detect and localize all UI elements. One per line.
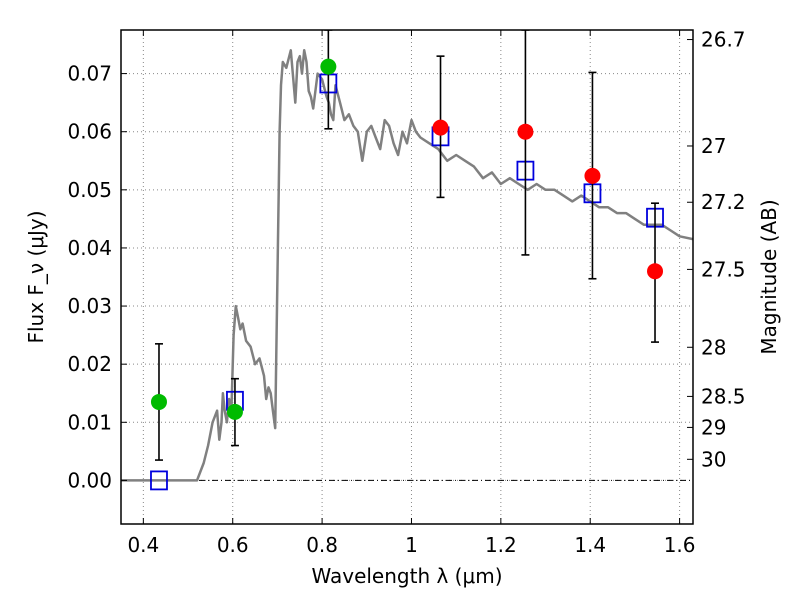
y-tick-label: 0.00 [67, 468, 112, 492]
observed-point [432, 119, 449, 136]
observed-point [226, 403, 243, 420]
grid [121, 30, 693, 524]
y-tick-label: 0.02 [67, 352, 112, 376]
y2-tick-label: 26.7 [701, 28, 746, 52]
y-tick-label: 0.03 [67, 294, 112, 318]
x-tick-label: 0.6 [217, 533, 249, 557]
model-spectrum-line [121, 49, 693, 482]
y2-tick-label: 27 [701, 134, 726, 158]
plot-area [121, 30, 693, 491]
x-tick-label: 1 [405, 533, 418, 557]
observed-point [320, 58, 337, 75]
axis-ticks: 0.4 0.6 0.8 1 1.2 1.4 1.6 0.00 0.01 0.02 0.03 0.04 0… [67, 28, 745, 557]
model-photometry-square [150, 470, 168, 491]
observed-point [584, 167, 601, 184]
y2-axis-title: Magnitude (AB) [757, 199, 781, 354]
observed-point [517, 123, 534, 140]
y2-tick-label: 27.2 [701, 190, 746, 214]
x-tick-label: 1.6 [664, 533, 696, 557]
x-tick-label: 0.8 [306, 533, 338, 557]
y2-tick-label: 28 [701, 335, 726, 359]
plot-background [121, 30, 693, 524]
y-tick-label: 0.07 [67, 62, 112, 86]
y-tick-label: 0.05 [67, 178, 112, 202]
y-tick-label: 0.04 [67, 236, 112, 260]
observed-point [150, 393, 167, 410]
x-tick-label: 0.4 [127, 533, 159, 557]
y-axis-title: Flux F_ν (μJy) [24, 210, 48, 343]
y2-tick-label: 29 [701, 415, 726, 439]
y-tick-label: 0.06 [67, 120, 112, 144]
plot-frame [120, 29, 694, 525]
x-axis-title: Wavelength λ (μm) [311, 564, 502, 588]
x-tick-label: 1.4 [574, 533, 606, 557]
x-tick-label: 1.2 [485, 533, 517, 557]
y-tick-label: 0.01 [67, 410, 112, 434]
observed-point [647, 263, 664, 280]
y2-tick-label: 30 [701, 447, 726, 471]
y2-tick-label: 27.5 [701, 257, 746, 281]
y2-tick-label: 28.5 [701, 384, 746, 408]
